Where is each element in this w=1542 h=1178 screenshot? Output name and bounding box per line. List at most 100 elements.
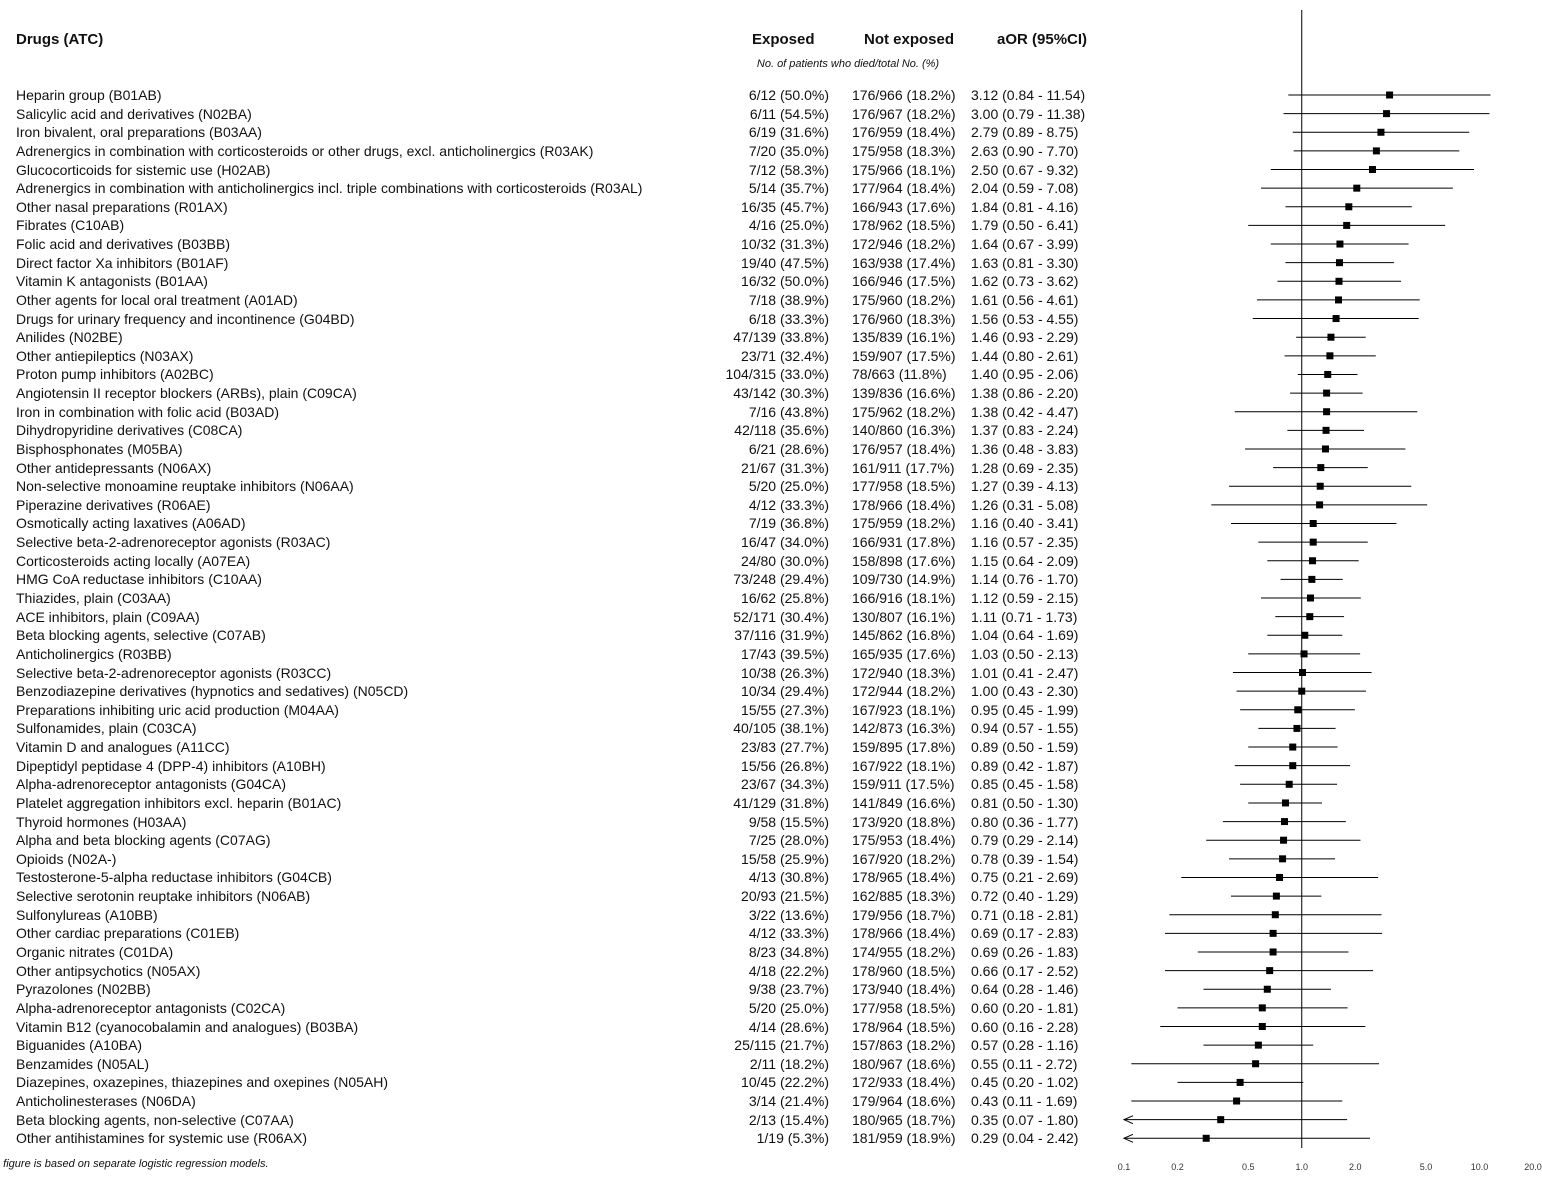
exposed-count: 23/71 (32.4%) [741,347,829,364]
or-marker [1309,557,1317,565]
aor-value: 2.63 (0.90 - 7.70) [971,142,1079,159]
exposed-count: 6/18 (33.3%) [748,310,829,327]
or-marker [1276,873,1284,881]
or-marker [1263,985,1271,993]
exposed-count: 4/16 (25.0%) [748,217,829,234]
table-row: Beta blocking agents, selective (C07AB) 3… [0,626,1542,644]
aor-value: 1.37 (0.83 - 2.24) [971,422,1079,439]
exposed-count: 4/13 (30.8%) [748,869,829,886]
exposed-count: 16/47 (34.0%) [741,534,829,551]
drug-name: Other agents for local oral treatment (A… [16,291,298,308]
not-exposed-count: 166/946 (17.5%) [852,273,956,290]
aor-value: 1.01 (0.41 - 2.47) [971,664,1079,681]
exposed-count: 3/14 (21.4%) [748,1093,829,1110]
table-row: Dipeptidyl peptidase 4 (DPP-4) inhibitor… [0,757,1542,775]
x-tick-label: 5.0 [1420,1162,1433,1172]
exposed-count: 9/58 (15.5%) [748,813,829,830]
table-row: Thiazides, plain (C03AA) 16/62 (25.8%) 166… [0,589,1542,607]
exposed-count: 10/38 (26.3%) [741,664,829,681]
or-marker [1254,1041,1262,1049]
or-marker [1383,110,1391,118]
drug-name: Beta blocking agents, non-selective (C07… [16,1111,294,1128]
or-marker [1202,1134,1210,1142]
table-row: Glucocorticoids for sistemic use (H02AB)… [0,161,1542,179]
exposed-count: 25/115 (21.7%) [734,1037,829,1054]
exposed-count: 73/248 (29.4%) [733,571,829,588]
not-exposed-count: 175/960 (18.2%) [852,291,956,308]
aor-value: 0.78 (0.39 - 1.54) [971,850,1079,867]
not-exposed-count: 159/907 (17.5%) [852,347,956,364]
table-row: Other agents for local oral treatment (A… [0,291,1542,309]
drug-name: Sulfonamides, plain (C03CA) [16,720,197,737]
not-exposed-count: 142/873 (16.3%) [852,720,956,737]
exposed-count: 40/105 (38.1%) [733,720,829,737]
drug-name: Benzodiazepine derivatives (hypnotics an… [16,683,409,700]
exposed-count: 6/21 (28.6%) [748,440,829,457]
header-aor: aOR (95%CI) [997,31,1088,48]
not-exposed-count: 178/966 (18.4%) [852,496,956,513]
table-row: Other antihistamines for systemic use (R… [0,1129,1542,1147]
drug-name: Fibrates (C10AB) [16,217,125,234]
not-exposed-count: 161/911 (17.7%) [852,459,955,476]
drug-name: Testosterone-5-alpha reductase inhibitor… [16,869,332,886]
aor-value: 1.56 (0.53 - 4.55) [971,310,1079,327]
exposed-count: 37/116 (31.9%) [734,627,829,644]
table-row: Vitamin D and analogues (A11CC) 23/83 (27… [0,738,1542,756]
aor-value: 1.44 (0.80 - 2.61) [971,347,1079,364]
not-exposed-count: 175/959 (18.2%) [852,515,956,532]
x-tick-label: 0.5 [1242,1162,1255,1172]
drug-name: Osmotically acting laxatives (A06AD) [16,515,246,532]
or-marker [1217,1116,1225,1124]
or-marker [1306,594,1314,602]
not-exposed-count: 176/967 (18.2%) [852,105,956,122]
drug-name: Corticosteroids acting locally (A07EA) [16,552,251,569]
not-exposed-count: 176/960 (18.3%) [852,310,956,327]
table-row: Adrenergics in combination with corticos… [0,142,1542,160]
aor-value: 0.57 (0.28 - 1.16) [971,1037,1079,1054]
drug-name: Other cardiac preparations (C01EB) [16,925,240,942]
drug-name: Piperazine derivatives (R06AE) [16,496,211,513]
drug-name: Heparin group (B01AB) [16,87,162,103]
or-marker [1301,631,1309,639]
header-subtitle: No. of patients who died/total No. (%) [756,58,940,70]
not-exposed-count: 178/966 (18.4%) [852,925,956,942]
table-row: HMG CoA reductase inhibitors (C10AA) 73/2… [0,570,1542,588]
aor-value: 3.00 (0.79 - 11.38) [971,105,1086,122]
drug-name: Opioids (N02A-) [16,850,117,867]
aor-value: 1.16 (0.57 - 2.35) [971,534,1079,551]
table-row: Other nasal preparations (R01AX) 16/35 (4… [0,198,1542,216]
exposed-count: 9/38 (23.7%) [748,981,829,998]
x-tick-label: 1.0 [1295,1162,1308,1172]
or-marker [1386,91,1394,99]
drug-name: Other antidepressants (N06AX) [16,459,212,476]
aor-value: 1.11 (0.71 - 1.73) [971,608,1078,625]
aor-value: 1.28 (0.69 - 2.35) [971,459,1079,476]
or-marker [1335,277,1343,285]
table-row: Anticholinergics (R03BB) 17/43 (39.5%) 165… [0,645,1542,663]
table-row: Iron in combination with folic acid (B03… [0,403,1542,421]
aor-value: 0.80 (0.36 - 1.77) [971,813,1079,830]
table-row: Biguanides (A10BA) 25/115 (21.7%) 157/863 … [0,1036,1542,1054]
or-marker [1353,184,1361,192]
table-row: Diazepines, oxazepines, thiazepines and … [0,1073,1542,1091]
not-exposed-count: 179/964 (18.6%) [852,1093,956,1110]
not-exposed-count: 178/964 (18.5%) [852,1018,956,1035]
drug-name: HMG CoA reductase inhibitors (C10AA) [16,571,262,588]
drug-name: Diazepines, oxazepines, thiazepines and … [16,1074,388,1091]
not-exposed-count: 165/935 (17.6%) [852,645,956,662]
drug-name: Adrenergics in combination with antichol… [16,180,643,197]
drug-name: Glucocorticoids for sistemic use (H02AB) [16,161,271,178]
drug-name: Selective serotonin reuptake inhibitors … [16,888,311,905]
drug-name: Thiazides, plain (C03AA) [16,590,171,606]
x-tick-label: 0.2 [1171,1162,1184,1172]
or-marker [1377,128,1385,136]
exposed-count: 21/67 (31.3%) [741,459,829,476]
drug-name: Pyrazolones (N02BB) [16,981,151,998]
aor-value: 1.12 (0.59 - 2.15) [971,590,1079,606]
exposed-count: 104/315 (33.0%) [725,366,829,383]
drug-name: Vitamin D and analogues (A11CC) [16,739,230,756]
table-row: ACE inhibitors, plain (C09AA) 52/171 (30.… [0,608,1542,626]
table-row: Other antidepressants (N06AX) 21/67 (31.3… [0,459,1542,477]
